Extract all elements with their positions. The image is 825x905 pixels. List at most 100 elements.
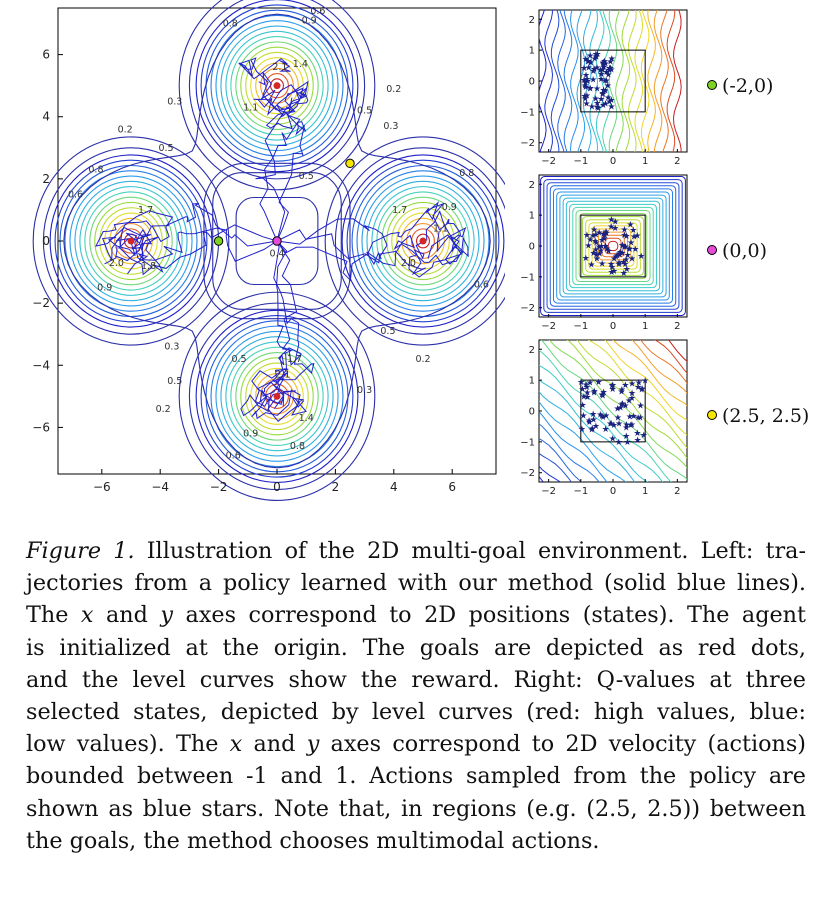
action-star: ★ — [581, 92, 589, 102]
action-star: ★ — [582, 381, 590, 391]
action-star: ★ — [618, 400, 626, 410]
action-star: ★ — [590, 388, 598, 398]
reward-contour — [376, 191, 470, 291]
action-star: ★ — [601, 242, 609, 252]
action-star: ★ — [619, 258, 627, 268]
action-star: ★ — [620, 231, 628, 241]
reward-contour — [371, 186, 475, 296]
y-tick-label: −1 — [520, 272, 535, 283]
reward-contour — [225, 30, 329, 141]
contour-label: 2.0 — [401, 258, 416, 269]
state-label: (-2,0) — [722, 75, 773, 97]
reward-contour — [245, 51, 309, 120]
contour-label: 1.1 — [433, 224, 448, 235]
reward-contour — [401, 217, 445, 265]
action-star: ★ — [585, 416, 593, 426]
reward-contour — [240, 357, 314, 436]
q-contour — [539, 437, 583, 482]
caption-line-2: jectories from a policy learned with our… — [26, 570, 806, 597]
y-tick-label: 1 — [529, 46, 535, 57]
reward-contour — [346, 159, 500, 323]
contour-label: 1.7 — [138, 205, 153, 216]
contour-label: 0.5 — [357, 106, 372, 117]
action-star: ★ — [640, 431, 648, 441]
contour-label: 0.9 — [243, 429, 258, 440]
action-star: ★ — [601, 59, 609, 69]
action-star: ★ — [591, 54, 599, 64]
contour-label: 0.8 — [459, 168, 474, 179]
reward-contour — [69, 175, 193, 307]
state-marker — [707, 410, 717, 420]
action-star: ★ — [609, 434, 617, 444]
caption-line-10: the goals, the method chooses multimodal… — [26, 827, 600, 854]
x-tick-label: 2 — [674, 486, 680, 497]
state-marker — [707, 80, 717, 90]
contour-label: 0.5 — [158, 143, 173, 154]
action-star: ★ — [597, 70, 605, 80]
action-star: ★ — [602, 228, 610, 238]
action-star: ★ — [599, 59, 607, 69]
y-tick-label: −1 — [520, 437, 535, 448]
action-star: ★ — [599, 101, 607, 111]
q-contour — [552, 188, 674, 304]
action-star: ★ — [603, 244, 611, 254]
contour-label: 0.9 — [302, 16, 317, 27]
contour-label: 0.8 — [88, 165, 103, 176]
q-contour — [594, 228, 632, 264]
y-axis-ticks: 6 4 2 0 −2 −4 −6 — [32, 48, 63, 434]
action-star: ★ — [600, 63, 608, 73]
action-star: ★ — [618, 387, 626, 397]
x-tick-label: −1 — [573, 321, 588, 332]
action-star: ★ — [598, 412, 606, 422]
action-star: ★ — [602, 412, 610, 422]
caption-line-3: The x and y axes correspond to 2D positi… — [26, 602, 806, 629]
contour-label: 0.2 — [118, 124, 133, 135]
contour-label: 0.2 — [156, 404, 171, 415]
reward-contour — [210, 325, 344, 468]
reward-contour — [49, 154, 213, 328]
q-contour — [539, 364, 664, 482]
x-axis-ticks: −6 −4 −2 0 2 4 6 — [93, 469, 456, 494]
action-star: ★ — [597, 246, 605, 256]
x-tick-label: 4 — [390, 480, 398, 494]
action-star: ★ — [587, 260, 595, 270]
action-bounds-box — [580, 49, 646, 113]
reward-contour — [220, 25, 334, 146]
q-contour — [539, 349, 672, 482]
q-contour — [631, 340, 687, 394]
action-star: ★ — [620, 225, 628, 235]
action-star: ★ — [627, 239, 635, 249]
q-contour — [607, 240, 619, 252]
action-star: ★ — [584, 57, 592, 67]
q-contour — [559, 194, 667, 298]
action-star: ★ — [630, 412, 638, 422]
reward-contour — [215, 330, 339, 462]
x-tick-label: 1 — [642, 321, 648, 332]
reward-contour — [79, 186, 183, 296]
x-tick-label: 1 — [642, 156, 648, 167]
action-star: ★ — [586, 378, 594, 388]
reward-contour — [260, 67, 294, 104]
action-star: ★ — [630, 233, 638, 243]
action-star: ★ — [615, 260, 623, 270]
action-star: ★ — [608, 268, 616, 278]
action-star: ★ — [590, 226, 598, 236]
action-star: ★ — [587, 58, 595, 68]
y-tick-label: −1 — [520, 107, 535, 118]
q-contour — [566, 340, 687, 459]
action-star: ★ — [592, 239, 600, 249]
action-star: ★ — [641, 377, 649, 387]
q-contour — [546, 182, 680, 310]
selected-state-marker — [213, 236, 224, 246]
action-star: ★ — [592, 422, 600, 432]
contour-label: 0.3 — [167, 96, 182, 107]
action-star: ★ — [581, 81, 589, 91]
reward-contour — [341, 154, 505, 328]
action-star: ★ — [607, 64, 615, 74]
trajectory — [259, 87, 309, 242]
action-star: ★ — [580, 64, 588, 74]
action-star: ★ — [599, 89, 607, 99]
action-star: ★ — [607, 66, 615, 76]
action-star: ★ — [578, 385, 586, 395]
q-contour — [672, 10, 682, 152]
